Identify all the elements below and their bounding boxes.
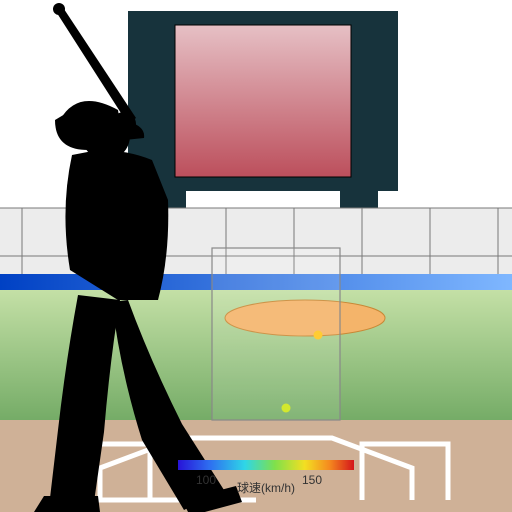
pitch-location-chart: 100 150 球速(km/h) <box>0 0 512 512</box>
speed-colorbar <box>178 460 354 470</box>
colorbar-tick: 100 <box>196 473 216 487</box>
colorbar-label: 球速(km/h) <box>237 481 295 495</box>
chart-svg: 100 150 球速(km/h) <box>0 0 512 512</box>
scoreboard-screen <box>175 25 351 177</box>
pitch-marker-1 <box>282 404 291 413</box>
pitch-marker-0 <box>314 331 323 340</box>
colorbar-tick: 150 <box>302 473 322 487</box>
